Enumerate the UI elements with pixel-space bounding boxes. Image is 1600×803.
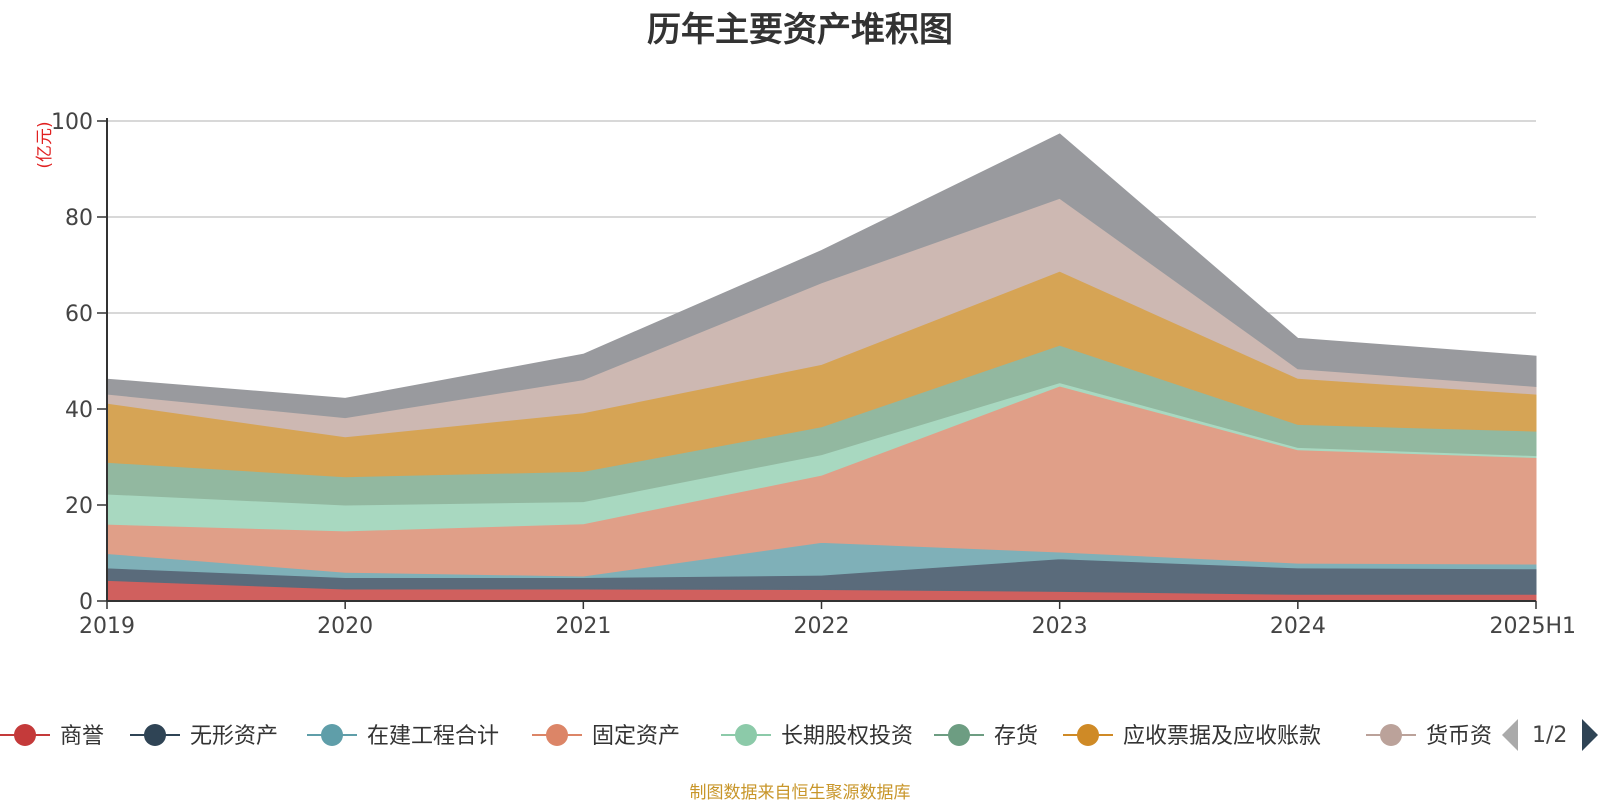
legend-label: 货币资 [1426,724,1492,749]
legend-item[interactable]: 商誉 [0,724,104,749]
y-tick-label: 100 [51,110,93,135]
legend-label: 应收票据及应收账款 [1123,724,1321,749]
legend-circle-icon [144,724,166,746]
area-series [106,133,1537,602]
x-tick-label: 2020 [317,614,373,639]
legend-item[interactable]: 货币资 [1366,724,1492,749]
legend-circle-icon [546,724,568,746]
legend-label: 在建工程合计 [367,724,499,749]
area-series-8 [106,133,1537,419]
legend-circle-icon [1077,724,1099,746]
axes: 0 20 40 60 80 100 2019 2020 2021 2022 2023 2024 2025… [51,110,1576,639]
chart-title: 历年主要资产堆积图 [647,10,953,50]
y-tick-label: 20 [65,494,93,519]
x-tick-label: 2021 [555,614,611,639]
y-tick-label: 0 [79,590,93,615]
legend: 商誉 无形资产 在建工程合计 固定资产 长期股权投资 存货 应收票据及应收账款 货币资 [0,724,1492,749]
legend-prev-page-icon[interactable] [1502,719,1518,751]
legend-item[interactable]: 应收票据及应收账款 [1063,724,1321,749]
legend-label: 固定资产 [592,724,680,749]
legend-circle-icon [1380,724,1402,746]
legend-circle-icon [321,724,343,746]
y-tick-label: 60 [65,302,93,327]
legend-label: 无形资产 [190,724,278,749]
legend-page-indicator: 1/2 [1532,723,1567,748]
legend-circle-icon [948,724,970,746]
legend-item[interactable]: 无形资产 [130,724,278,749]
legend-item[interactable]: 在建工程合计 [307,724,499,749]
x-tick-label: 2023 [1032,614,1088,639]
source-note: 制图数据来自恒生聚源数据库 [689,783,911,803]
x-tick-label: 2019 [79,614,135,639]
legend-item[interactable]: 存货 [934,724,1038,749]
y-tick-label: 80 [65,206,93,231]
legend-label: 商誉 [60,724,104,749]
y-tick-label: 40 [65,398,93,423]
legend-circle-icon [14,724,36,746]
legend-item[interactable]: 长期股权投资 [721,724,913,749]
x-tick-label: 2025H1 [1489,614,1576,639]
y-axis-unit-label: (亿元) [35,121,55,168]
legend-label: 存货 [994,724,1038,749]
legend-item[interactable]: 固定资产 [532,724,680,749]
legend-label: 长期股权投资 [781,724,913,749]
legend-circle-icon [735,724,757,746]
x-tick-label: 2024 [1270,614,1326,639]
x-tick-label: 2022 [794,614,850,639]
legend-next-page-icon[interactable] [1582,719,1598,751]
